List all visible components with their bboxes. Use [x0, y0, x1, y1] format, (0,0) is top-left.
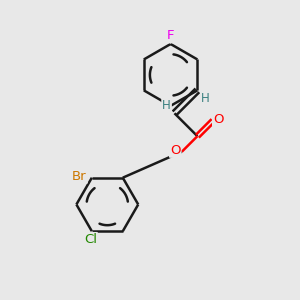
Text: H: H: [201, 92, 210, 105]
Text: F: F: [167, 29, 174, 42]
Text: Cl: Cl: [84, 233, 97, 246]
Text: O: O: [170, 144, 181, 157]
Text: Br: Br: [72, 170, 87, 183]
Text: O: O: [213, 112, 224, 126]
Text: H: H: [162, 99, 171, 112]
